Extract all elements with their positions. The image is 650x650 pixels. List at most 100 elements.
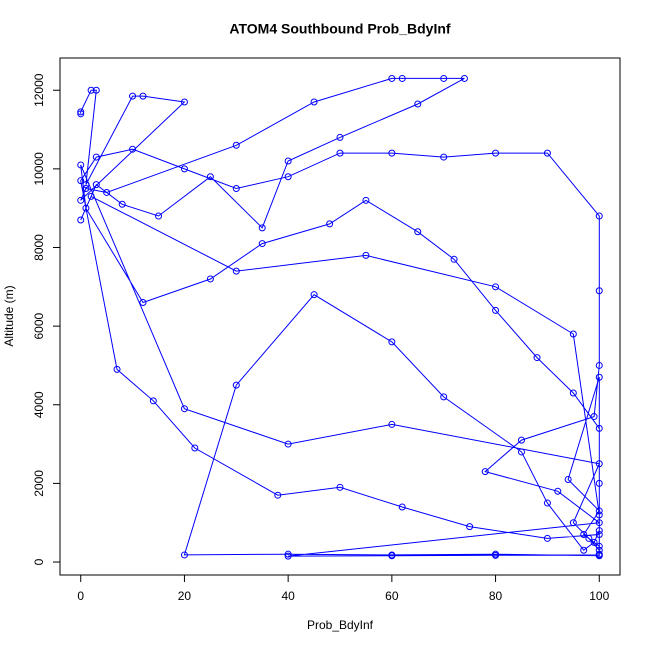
data-point (450, 255, 458, 263)
data-point (564, 475, 572, 483)
data-point (492, 149, 500, 157)
data-point (388, 74, 396, 82)
plot-frame (59, 57, 621, 576)
data-point (77, 161, 85, 169)
data-point (155, 212, 163, 220)
data-point (149, 397, 157, 405)
data-point (336, 483, 344, 491)
data-point (180, 551, 188, 559)
data-point (232, 141, 240, 149)
data-point (284, 550, 292, 558)
data-point (284, 157, 292, 165)
data-point (414, 100, 422, 108)
data-point (206, 173, 214, 181)
data-point (569, 330, 577, 338)
data-point (326, 220, 334, 228)
data-point (595, 531, 603, 539)
data-point (554, 487, 562, 495)
x-tick-label: 20 (178, 589, 192, 603)
data-point (580, 546, 588, 554)
data-point (533, 354, 541, 362)
data-point (258, 240, 266, 248)
data-point (517, 436, 525, 444)
data-point (388, 149, 396, 157)
y-tick-label: 6000 (32, 312, 46, 339)
data-point (77, 110, 85, 118)
data-point (595, 212, 603, 220)
data-point (388, 338, 396, 346)
x-tick-label: 40 (281, 589, 295, 603)
data-point (590, 413, 598, 421)
data-point (595, 373, 603, 381)
data-point (103, 188, 111, 196)
data-point (180, 98, 188, 106)
data-point (440, 393, 448, 401)
data-point (580, 531, 588, 539)
data-point (77, 196, 85, 204)
data-point (206, 275, 214, 283)
data-point (595, 550, 603, 558)
data-point (284, 552, 292, 560)
data-point (590, 538, 598, 546)
data-point (87, 192, 95, 200)
data-point (139, 299, 147, 307)
data-point (82, 204, 90, 212)
data-point (232, 381, 240, 389)
data-point (232, 185, 240, 193)
data-point (87, 86, 95, 94)
data-point (92, 153, 100, 161)
data-point (284, 173, 292, 181)
data-point (595, 519, 603, 527)
data-point (569, 519, 577, 527)
data-point (336, 149, 344, 157)
data-point (258, 224, 266, 232)
data-point (92, 181, 100, 189)
chart-title: ATOM4 Southbound Prob_BdyInf (229, 21, 450, 37)
data-point (517, 448, 525, 456)
data-point (274, 491, 282, 499)
data-point (569, 389, 577, 397)
data-point (362, 196, 370, 204)
data-point (595, 287, 603, 295)
data-point (440, 153, 448, 161)
data-point (595, 511, 603, 519)
data-point (113, 365, 121, 373)
data-point (585, 534, 593, 542)
data-point (77, 177, 85, 185)
data-point (440, 74, 448, 82)
data-point (414, 228, 422, 236)
y-axis-label: Altitude (m) (2, 285, 16, 346)
data-point (595, 507, 603, 515)
data-point (336, 133, 344, 141)
data-point (82, 181, 90, 189)
data-point (481, 468, 489, 476)
y-tick-label: 10000 (32, 152, 46, 186)
data-point (180, 165, 188, 173)
x-axis-label: Prob_BdyInf (307, 618, 374, 632)
data-point (77, 108, 85, 116)
data-point (492, 283, 500, 291)
data-point (595, 361, 603, 369)
x-tick-label: 80 (489, 589, 503, 603)
y-tick-label: 4000 (32, 391, 46, 418)
data-point (388, 552, 396, 560)
data-point (191, 444, 199, 452)
data-point (310, 98, 318, 106)
x-tick-label: 0 (77, 589, 84, 603)
data-point (284, 440, 292, 448)
x-tick-label: 100 (589, 589, 609, 603)
data-point (460, 74, 468, 82)
data-point (139, 92, 147, 100)
y-tick-label: 12000 (32, 73, 46, 107)
data-point (595, 546, 603, 554)
data-point (466, 523, 474, 531)
data-point (492, 551, 500, 559)
data-point (595, 527, 603, 535)
data-point (595, 460, 603, 468)
x-tick-label: 60 (385, 589, 399, 603)
data-point (398, 503, 406, 511)
data-point (118, 200, 126, 208)
data-point (398, 74, 406, 82)
